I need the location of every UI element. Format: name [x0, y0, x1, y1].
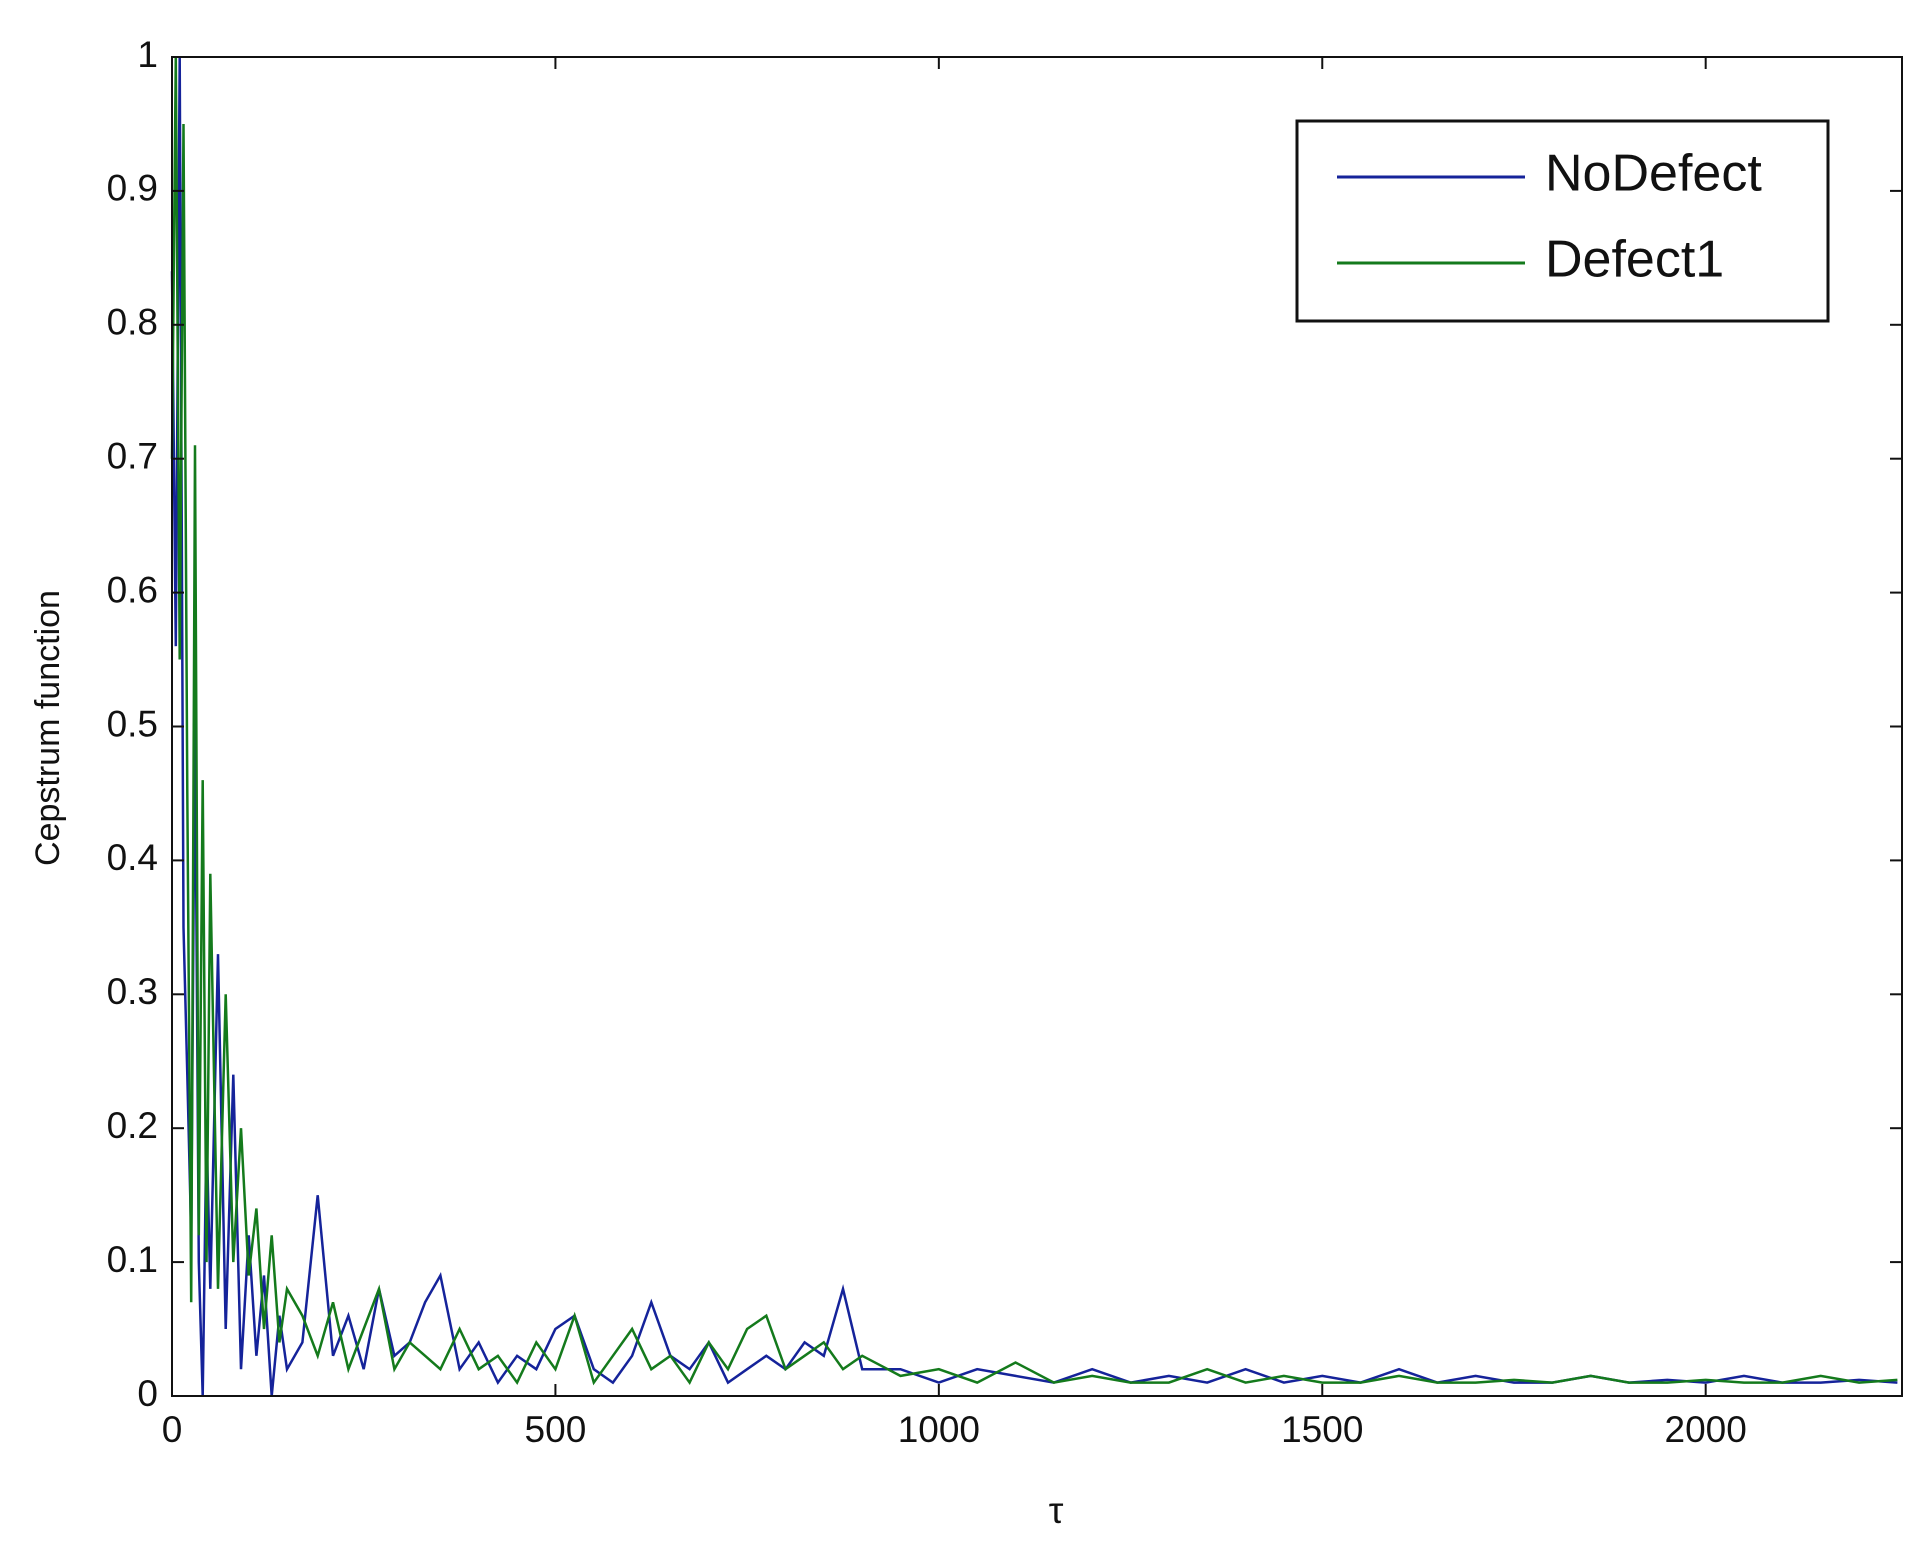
- y-tick-label: 0.3: [107, 971, 158, 1012]
- y-tick-label: 0.7: [107, 435, 158, 476]
- y-tick-label: 1: [137, 34, 158, 75]
- series-line: [170, 56, 1898, 1386]
- x-tick-label: 500: [525, 1409, 587, 1450]
- legend-label: Defect1: [1545, 231, 1724, 289]
- series-line: [170, 56, 1898, 1397]
- x-tick-label: 0: [162, 1409, 183, 1450]
- x-tick-label: 2000: [1665, 1409, 1747, 1450]
- legend-box: [1295, 119, 1830, 323]
- y-tick-label: 0.5: [107, 703, 158, 744]
- x-tick-label: 1500: [1281, 1409, 1363, 1450]
- x-axis-label: τ: [1049, 1490, 1064, 1531]
- y-tick-label: 0: [137, 1373, 158, 1414]
- y-tick-label: 0.8: [107, 302, 158, 343]
- y-tick-label: 0.4: [107, 837, 158, 878]
- y-axis-label: Cepstrum function: [29, 590, 67, 866]
- y-tick-label: 0.1: [107, 1239, 158, 1280]
- legend-label: NoDefect: [1545, 145, 1762, 203]
- y-tick-label: 0.9: [107, 168, 158, 209]
- y-tick-label: 0.2: [107, 1105, 158, 1146]
- y-tick-label: 0.6: [107, 569, 158, 610]
- x-tick-label: 1000: [898, 1409, 980, 1450]
